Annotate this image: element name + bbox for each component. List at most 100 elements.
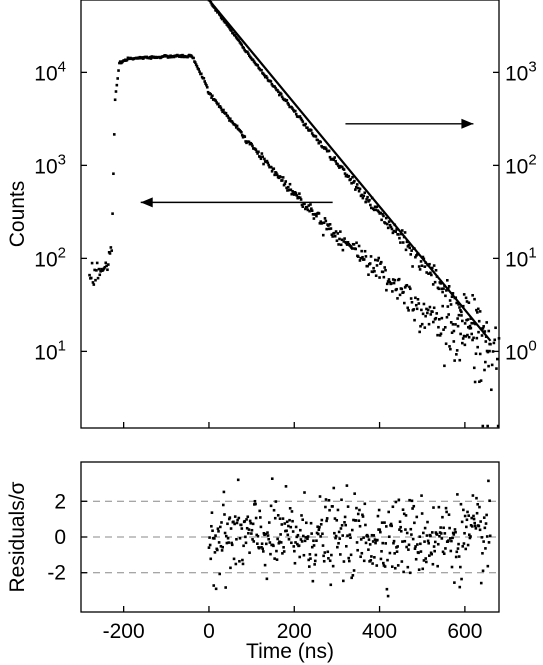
residual-data-point [339,553,342,556]
residuals-x-tick-label: -200 [103,620,145,643]
decay-data-point [89,276,93,280]
residual-data-point [474,527,478,530]
decay-data-point [266,161,270,165]
decay-data-point [192,56,195,60]
decay-data-point [248,54,251,57]
decay-data-point [242,46,245,50]
decay-data-point [234,123,237,127]
residual-data-point [463,531,466,535]
decay-data-point [477,319,481,323]
decay-data-point [329,227,333,230]
decay-data-point [407,309,410,312]
residual-data-point [306,537,309,541]
residual-data-point [347,556,350,560]
residual-data-point [399,525,402,529]
decay-data-point [371,270,375,274]
decay-data-point [392,229,396,233]
decay-data-point [99,270,102,273]
residual-data-point [226,536,230,540]
decay-data-point [328,155,332,159]
residual-data-point [463,514,467,518]
decay-data-point [470,321,474,325]
decay-right-y-tick-label: 101 [505,244,537,271]
decay-data-point [340,165,344,169]
decay-data-point [339,230,342,233]
decay-data-point [345,241,348,245]
residual-data-point [408,498,411,502]
decay-data-point [343,237,346,240]
residual-data-point [462,508,465,512]
decay-data-point [467,335,471,339]
residual-data-point [264,542,268,546]
residual-data-point [451,531,455,535]
decay-data-point [465,300,469,303]
residual-data-point [265,577,269,581]
residual-data-point [362,536,365,539]
decay-data-point [256,152,259,155]
decay-data-point [365,198,368,201]
residual-data-point [413,521,416,525]
residual-data-point [214,587,218,591]
residual-data-point [242,544,245,548]
decay-data-point [490,363,494,367]
residual-data-point [398,528,401,531]
residual-data-point [405,531,409,535]
residual-data-point [312,539,315,543]
residual-data-point [307,558,310,562]
decay-data-point [206,90,210,94]
decay-data-point [327,224,330,227]
decay-data-point [447,313,450,316]
decay-data-point [448,299,452,302]
residual-data-point [351,574,355,577]
residual-data-point [207,546,211,549]
decay-data-point [444,342,448,346]
decay-data-point [194,63,198,66]
residuals-panel: 2 0 -2 -200 0 200 400 600 Residuals/σ Time (ns… [6,461,500,663]
residual-data-point [486,564,490,568]
residual-data-point [256,534,260,538]
residual-data-point [425,560,428,564]
decay-data-point [345,173,349,177]
decay-data-point [484,340,488,343]
residual-data-point [246,515,250,519]
residual-data-point [279,541,283,544]
decay-data-point [466,333,469,337]
residual-data-point [237,516,241,520]
residual-data-point [420,512,424,515]
decay-data-point [416,298,420,301]
residual-data-point [227,517,231,521]
residual-data-point [466,543,470,547]
decay-data-point [355,183,359,186]
decay-data-point [351,175,354,179]
residual-data-point [229,527,233,530]
decay-data-point [337,243,340,246]
residual-data-point [316,532,320,536]
decay-data-point [360,193,364,197]
decay-data-point [487,364,490,368]
decay-data-point [422,302,426,306]
decay-data-point [404,248,408,252]
residual-data-point [336,508,340,512]
decay-data-point [197,68,201,71]
residual-data-point [469,535,472,538]
decay-data-point [315,214,318,218]
decay-data-point [347,174,351,178]
residual-data-point [364,523,367,527]
residual-data-point [421,567,425,571]
decay-data-point [449,303,453,306]
residual-data-point [234,562,238,566]
decay-data-point [380,218,383,222]
decay-data-point [385,216,388,220]
residual-data-point [449,549,453,553]
decay-data-point [397,233,400,236]
residual-data-point [409,527,413,531]
decay-data-point [369,203,372,207]
residual-data-point [447,513,451,516]
decay-data-point [314,212,317,216]
residual-data-point [356,548,359,552]
residual-data-point [334,534,338,538]
decay-data-point [408,285,411,289]
decay-data-point [228,26,231,30]
decay-data-point [96,276,100,280]
decay-y-axis-title: Counts [6,181,29,248]
